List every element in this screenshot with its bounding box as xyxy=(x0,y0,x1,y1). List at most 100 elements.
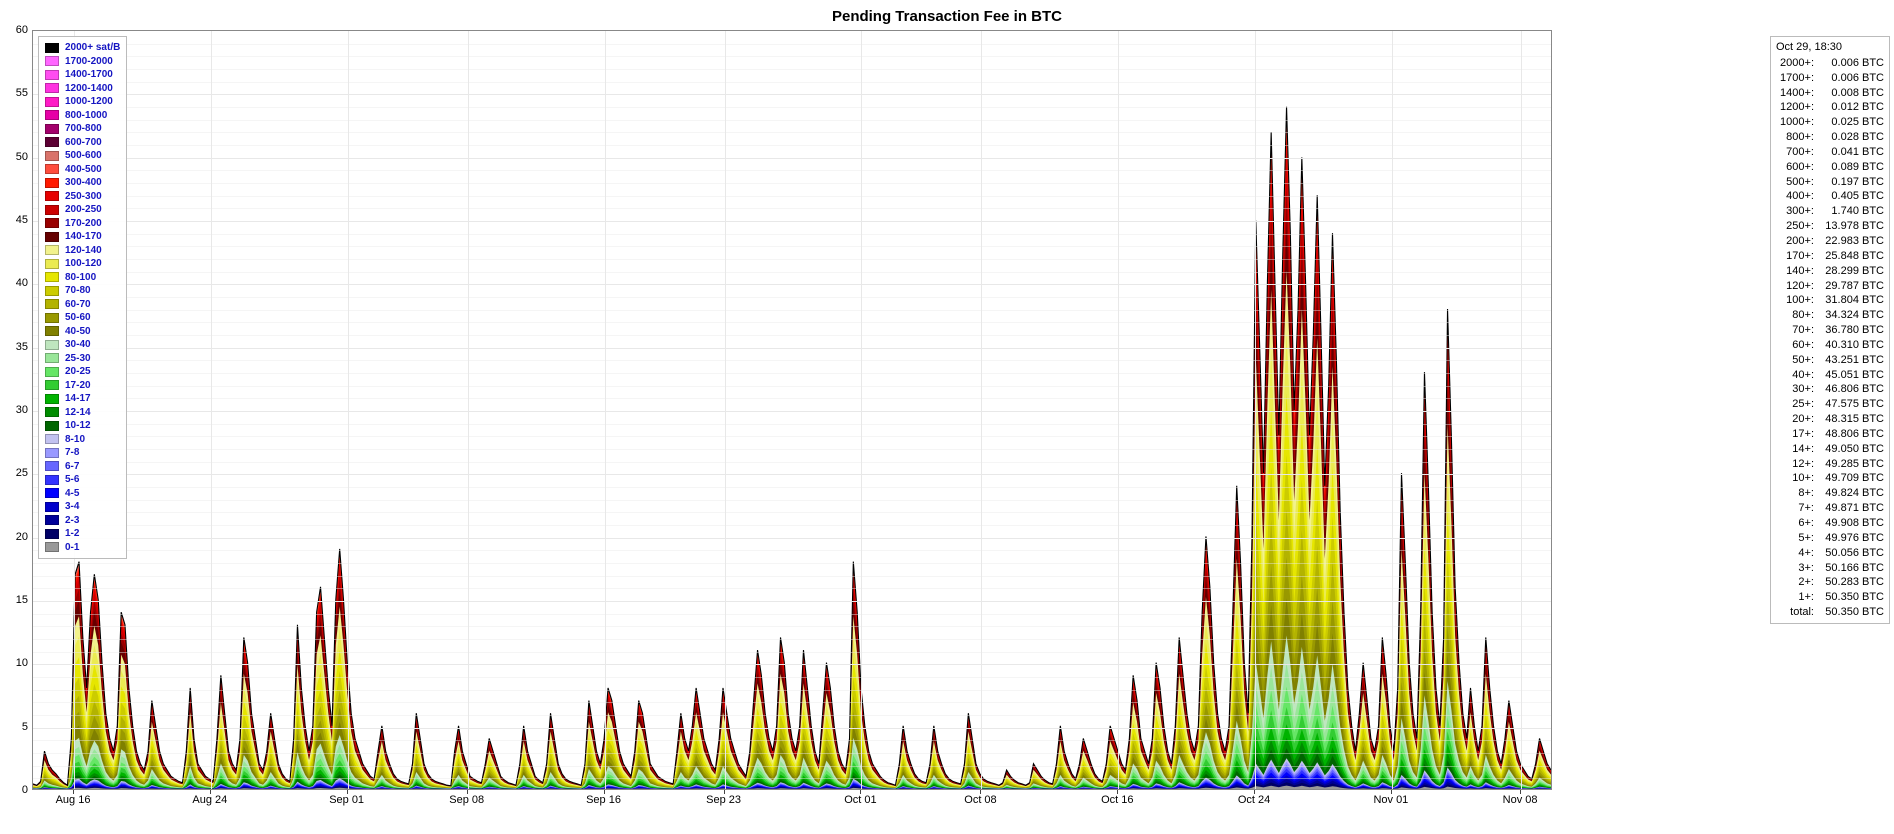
legend-label: 170-200 xyxy=(65,217,102,231)
x-tick-label: Sep 16 xyxy=(586,794,621,806)
tooltip-key: 120+: xyxy=(1776,279,1814,294)
legend-row[interactable]: 3-4 xyxy=(45,500,120,514)
tooltip-value: 34.324 BTC xyxy=(1818,308,1884,323)
gridline-v xyxy=(468,31,469,789)
tooltip-value: 50.283 BTC xyxy=(1818,575,1884,590)
x-tick-label: Sep 23 xyxy=(706,794,741,806)
legend-label: 14-17 xyxy=(65,392,91,406)
gridline-v xyxy=(725,31,726,789)
legend-row[interactable]: 60-70 xyxy=(45,298,120,312)
gridline-h xyxy=(33,563,1551,564)
tooltip-key: 2000+: xyxy=(1776,56,1814,71)
tooltip-row: 100+:31.804 BTC xyxy=(1776,293,1884,308)
gridline-h xyxy=(33,778,1551,779)
legend-row[interactable]: 17-20 xyxy=(45,379,120,393)
legend-row[interactable]: 600-700 xyxy=(45,136,120,150)
tooltip-key: 140+: xyxy=(1776,264,1814,279)
legend-swatch xyxy=(45,461,59,471)
gridline-h xyxy=(33,69,1551,70)
tooltip-value: 45.051 BTC xyxy=(1818,368,1884,383)
tooltip-row: 4+:50.056 BTC xyxy=(1776,546,1884,561)
tooltip-row: 2000+:0.006 BTC xyxy=(1776,56,1884,71)
gridline-h xyxy=(33,487,1551,488)
gridline-h xyxy=(33,550,1551,551)
y-tick-label: 5 xyxy=(4,721,28,733)
legend-row[interactable]: 1000-1200 xyxy=(45,95,120,109)
legend-row[interactable]: 1-2 xyxy=(45,527,120,541)
gridline-h xyxy=(33,462,1551,463)
gridline-h xyxy=(33,221,1551,222)
legend-row[interactable]: 25-30 xyxy=(45,352,120,366)
legend-row[interactable]: 140-170 xyxy=(45,230,120,244)
x-tick-mark xyxy=(1391,790,1392,794)
legend-label: 2000+ sat/B xyxy=(65,41,120,55)
legend-row[interactable]: 1400-1700 xyxy=(45,68,120,82)
y-tick-label: 55 xyxy=(4,87,28,99)
legend-row[interactable]: 8-10 xyxy=(45,433,120,447)
tooltip-key: 60+: xyxy=(1776,338,1814,353)
legend-label: 400-500 xyxy=(65,163,102,177)
legend-row[interactable]: 20-25 xyxy=(45,365,120,379)
gridline-h xyxy=(33,208,1551,209)
tooltip-key: 300+: xyxy=(1776,204,1814,219)
legend-row[interactable]: 80-100 xyxy=(45,271,120,285)
legend-row[interactable]: 70-80 xyxy=(45,284,120,298)
legend-row[interactable]: 800-1000 xyxy=(45,109,120,123)
x-tick-mark xyxy=(1117,790,1118,794)
legend-row[interactable]: 300-400 xyxy=(45,176,120,190)
legend-row[interactable]: 100-120 xyxy=(45,257,120,271)
tooltip-row: 3+:50.166 BTC xyxy=(1776,561,1884,576)
legend-swatch xyxy=(45,97,59,107)
legend-row[interactable]: 2000+ sat/B xyxy=(45,41,120,55)
legend-row[interactable]: 4-5 xyxy=(45,487,120,501)
gridline-h xyxy=(33,538,1551,539)
y-tick-label: 50 xyxy=(4,151,28,163)
legend-row[interactable]: 500-600 xyxy=(45,149,120,163)
legend-label: 120-140 xyxy=(65,244,102,258)
tooltip-title: Oct 29, 18:30 xyxy=(1776,40,1884,55)
x-tick-mark xyxy=(724,790,725,794)
legend-swatch xyxy=(45,515,59,525)
legend-row[interactable]: 30-40 xyxy=(45,338,120,352)
x-tick-mark xyxy=(467,790,468,794)
gridline-h xyxy=(33,322,1551,323)
tooltip-row: 6+:49.908 BTC xyxy=(1776,516,1884,531)
legend-row[interactable]: 400-500 xyxy=(45,163,120,177)
legend-label: 0-1 xyxy=(65,541,79,555)
legend-row[interactable]: 2-3 xyxy=(45,514,120,528)
legend-row[interactable]: 5-6 xyxy=(45,473,120,487)
plot-area[interactable] xyxy=(32,30,1552,790)
tooltip-value: 0.028 BTC xyxy=(1818,130,1884,145)
legend-row[interactable]: 120-140 xyxy=(45,244,120,258)
gridline-h xyxy=(33,348,1551,349)
y-tick-label: 10 xyxy=(4,657,28,669)
legend-row[interactable]: 1700-2000 xyxy=(45,55,120,69)
legend-swatch xyxy=(45,205,59,215)
legend-row[interactable]: 7-8 xyxy=(45,446,120,460)
legend-row[interactable]: 170-200 xyxy=(45,217,120,231)
legend-row[interactable]: 250-300 xyxy=(45,190,120,204)
legend-swatch xyxy=(45,191,59,201)
legend-row[interactable]: 0-1 xyxy=(45,541,120,555)
y-tick-label: 0 xyxy=(4,784,28,796)
tooltip-key: 80+: xyxy=(1776,308,1814,323)
legend-row[interactable]: 50-60 xyxy=(45,311,120,325)
x-tick-mark xyxy=(1254,790,1255,794)
x-tick-label: Nov 01 xyxy=(1373,794,1408,806)
tooltip-value: 25.848 BTC xyxy=(1818,249,1884,264)
legend-row[interactable]: 14-17 xyxy=(45,392,120,406)
legend-row[interactable]: 40-50 xyxy=(45,325,120,339)
legend-row[interactable]: 10-12 xyxy=(45,419,120,433)
legend-row[interactable]: 6-7 xyxy=(45,460,120,474)
tooltip-key: 1000+: xyxy=(1776,115,1814,130)
tooltip-key: 600+: xyxy=(1776,160,1814,175)
gridline-v xyxy=(211,31,212,789)
legend-row[interactable]: 700-800 xyxy=(45,122,120,136)
tooltip-row: 7+:49.871 BTC xyxy=(1776,501,1884,516)
x-tick-label: Oct 16 xyxy=(1101,794,1133,806)
legend-row[interactable]: 200-250 xyxy=(45,203,120,217)
tooltip-row: 20+:48.315 BTC xyxy=(1776,412,1884,427)
legend-swatch xyxy=(45,502,59,512)
legend-row[interactable]: 1200-1400 xyxy=(45,82,120,96)
legend-row[interactable]: 12-14 xyxy=(45,406,120,420)
